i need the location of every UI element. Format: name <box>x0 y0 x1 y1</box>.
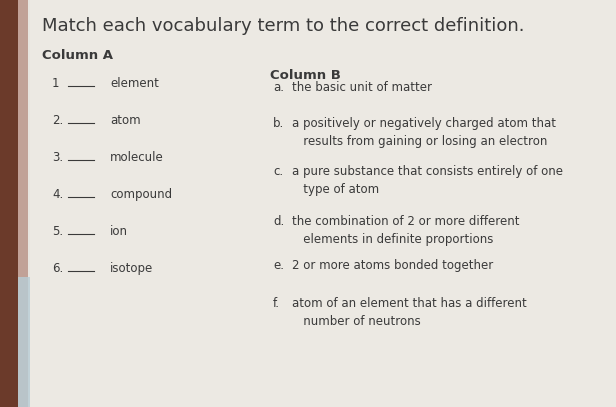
Text: 2 or more atoms bonded together: 2 or more atoms bonded together <box>292 259 493 272</box>
Text: e.: e. <box>273 259 284 272</box>
Text: a positively or negatively charged atom that
   results from gaining or losing a: a positively or negatively charged atom … <box>292 117 556 148</box>
Text: the basic unit of matter: the basic unit of matter <box>292 81 432 94</box>
Text: a.: a. <box>273 81 284 94</box>
Text: compound: compound <box>110 188 172 201</box>
Text: 5.: 5. <box>52 225 63 238</box>
Text: f.: f. <box>273 297 280 310</box>
Text: a pure substance that consists entirely of one
   type of atom: a pure substance that consists entirely … <box>292 165 563 196</box>
Text: ion: ion <box>110 225 128 238</box>
Text: 1: 1 <box>52 77 60 90</box>
Bar <box>0 0 18 407</box>
Text: Match each vocabulary term to the correct definition.: Match each vocabulary term to the correc… <box>42 17 524 35</box>
Text: 3.: 3. <box>52 151 63 164</box>
Text: c.: c. <box>273 165 283 178</box>
Text: atom of an element that has a different
   number of neutrons: atom of an element that has a different … <box>292 297 527 328</box>
Text: Column B: Column B <box>270 69 341 82</box>
Text: 6.: 6. <box>52 262 63 275</box>
Text: atom: atom <box>110 114 140 127</box>
Text: molecule: molecule <box>110 151 164 164</box>
Text: the combination of 2 or more different
   elements in definite proportions: the combination of 2 or more different e… <box>292 215 519 246</box>
Bar <box>18 277 73 407</box>
Text: element: element <box>110 77 159 90</box>
Text: d.: d. <box>273 215 284 228</box>
Text: 2.: 2. <box>52 114 63 127</box>
Text: b.: b. <box>273 117 284 130</box>
Text: Column A: Column A <box>42 49 113 62</box>
Bar <box>18 0 28 407</box>
Text: 4.: 4. <box>52 188 63 201</box>
Text: isotope: isotope <box>110 262 153 275</box>
